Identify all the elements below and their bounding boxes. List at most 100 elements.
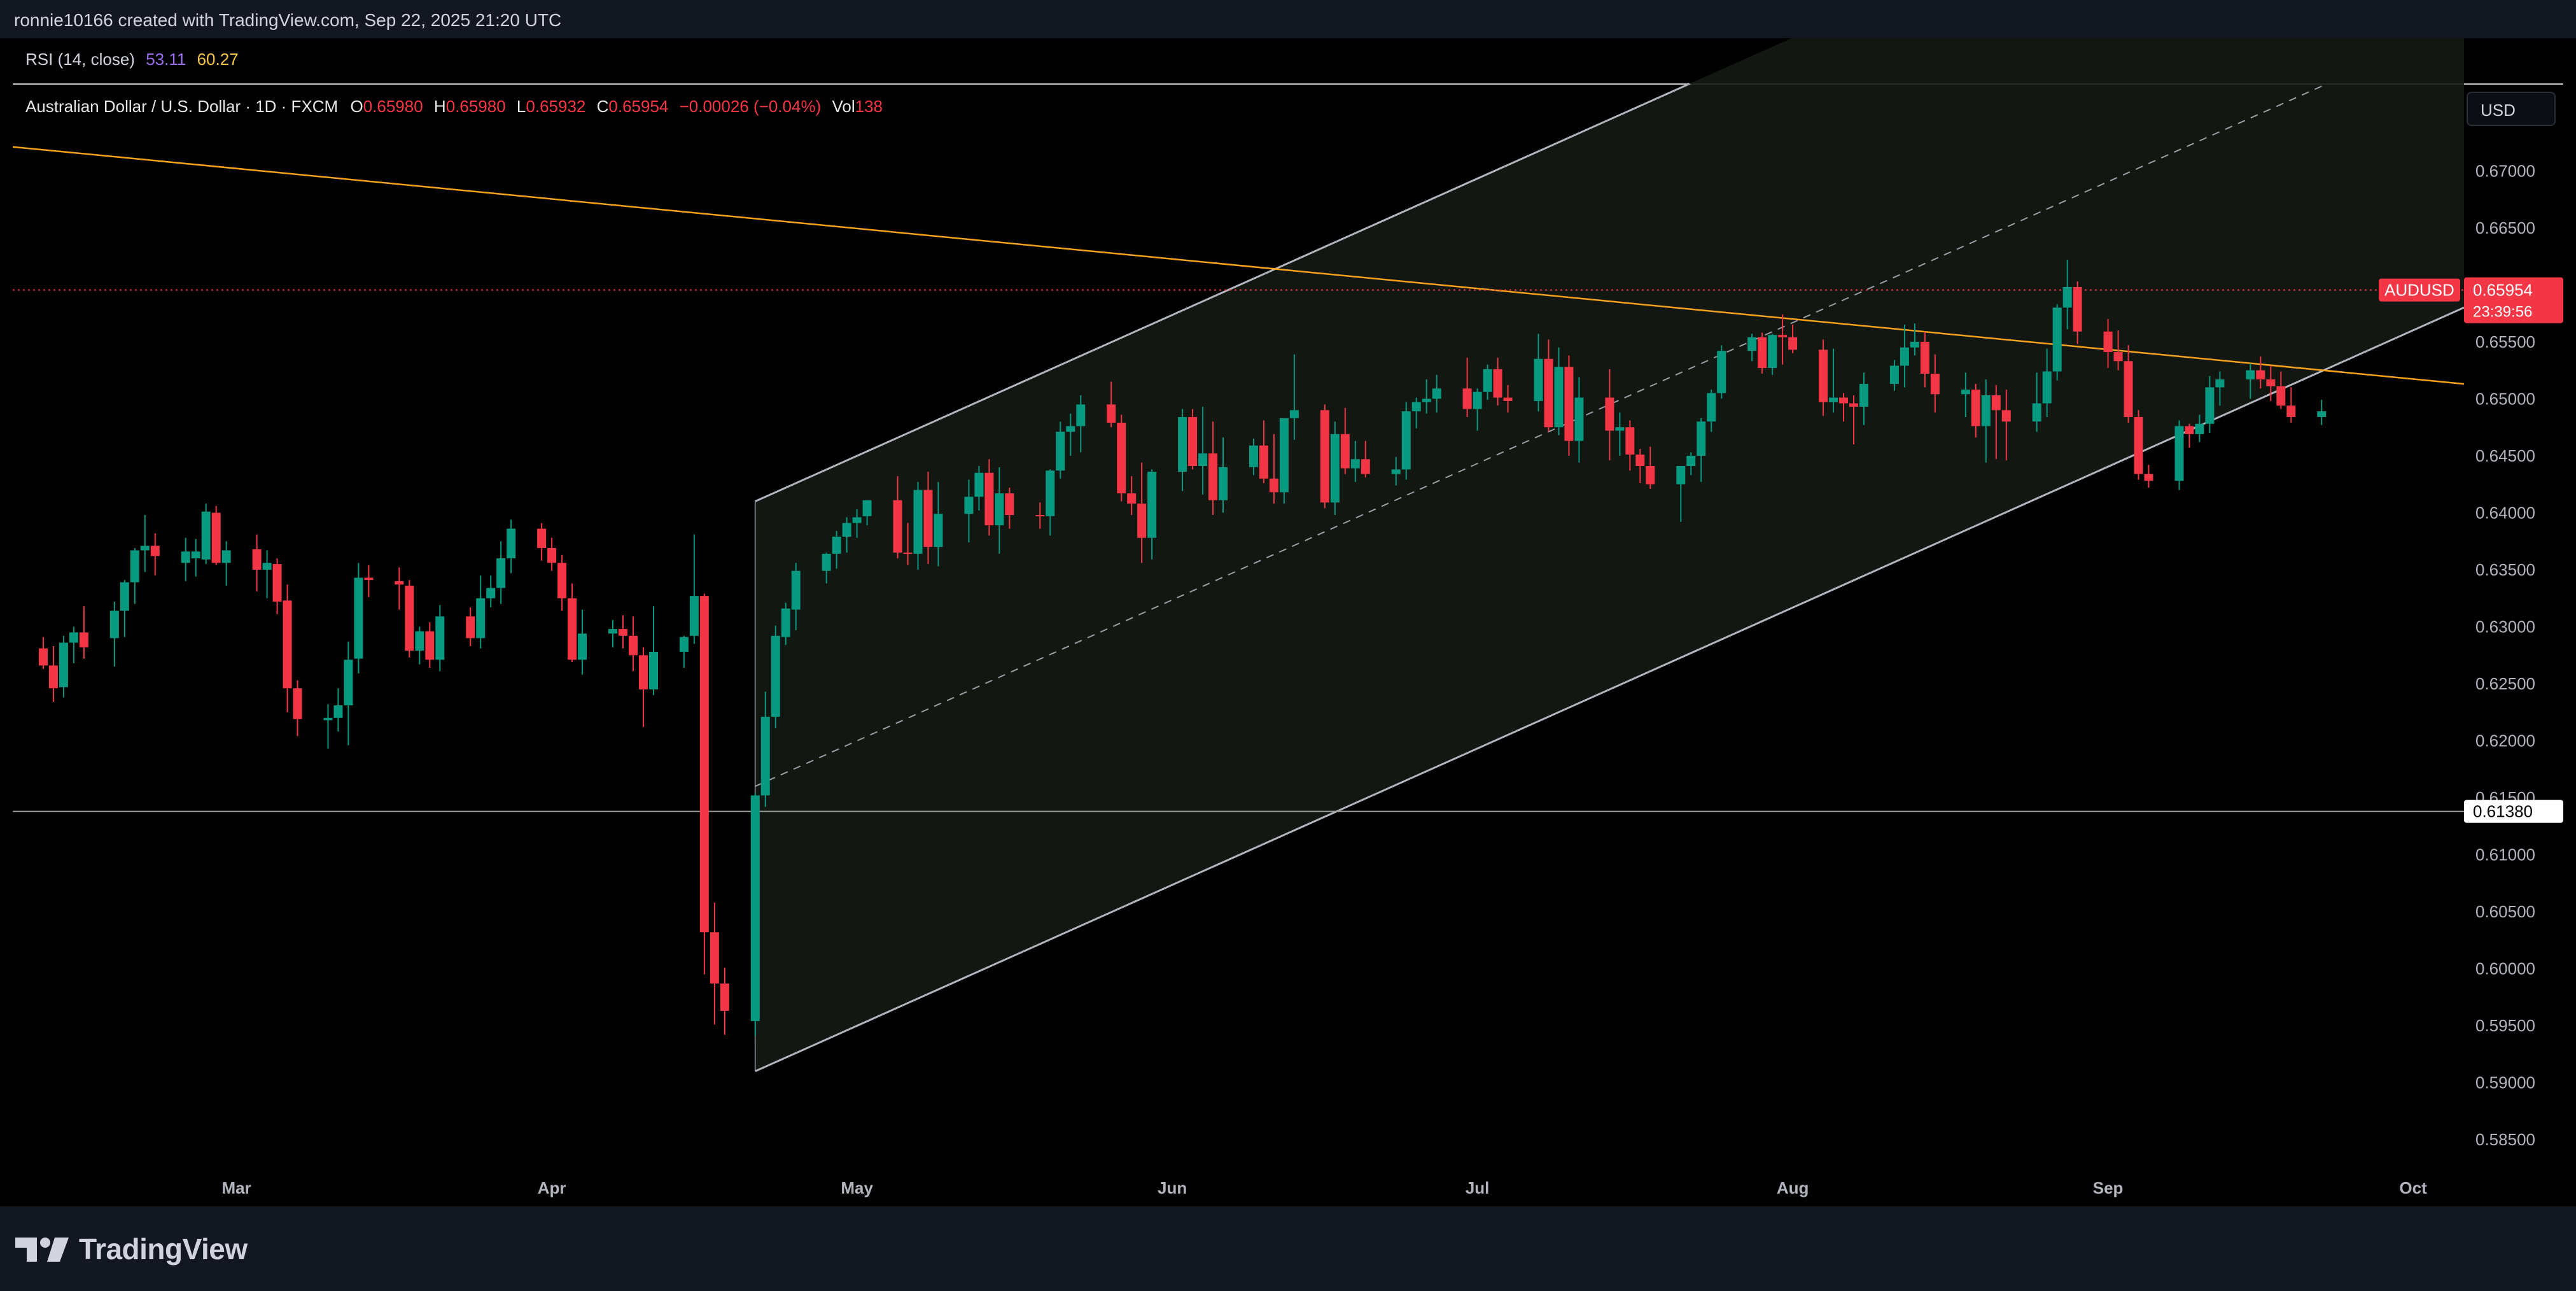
candle-body [1198,453,1208,467]
candle-body [1554,367,1564,428]
tradingview-logo[interactable]: TradingView [15,1232,248,1266]
y-tick-label: 0.59500 [2475,1016,2535,1035]
candle-body [344,660,353,706]
symbol-tag [2379,278,2460,302]
candle-body [1981,395,1991,427]
candle-body [2185,426,2194,434]
candle-body [120,582,129,611]
candle-body [1758,337,1767,369]
candle-body [109,610,119,638]
tradingview-logo-text: TradingView [79,1232,248,1266]
candle-body [1747,337,1757,351]
candle-body [293,688,302,719]
candle-body [628,635,638,656]
candle-body [364,577,374,581]
y-tick-label: 0.59000 [2475,1073,2535,1092]
candle-body [1005,493,1014,516]
candle-body [1289,410,1299,418]
candle-body [1107,404,1116,423]
candle-body [191,551,200,559]
candle-body [1930,374,1940,395]
y-tick-label: 0.63500 [2475,560,2535,579]
candle-body [69,632,78,643]
candle-body [2073,286,2082,332]
candle-body [852,517,862,523]
candle-body [323,717,333,721]
level-price-badge [2464,800,2563,823]
symbol-legend[interactable]: Australian Dollar / U.S. Dollar · 1D · F… [25,97,883,116]
y-tick-label: 0.67000 [2475,161,2535,180]
y-tick-label: 0.60500 [2475,902,2535,921]
candle-body [1615,427,1625,431]
candle-body [2042,371,2052,404]
close-label: C [596,97,609,116]
footer-bar: TradingView [0,1206,2576,1291]
candle-body [395,581,404,585]
candle-body [333,705,343,718]
candle-body [1249,445,1258,467]
candle-body [750,795,760,1022]
candle-body [496,558,506,588]
x-tick-label: Oct [2399,1178,2427,1197]
candle-body [2195,423,2204,434]
candle-body [1707,393,1716,422]
candle-body [1076,404,1086,427]
candle-body [1127,493,1137,504]
candle-body [1564,367,1574,441]
candle-body [1849,403,1858,407]
candle-body [781,608,790,637]
candle-body [1066,426,1075,432]
candle-body [2246,370,2255,379]
candle-body [720,983,729,1011]
candle-body [1859,384,1868,407]
candle-body [1920,341,1929,374]
last-price-badge [2464,277,2563,323]
currency-button[interactable]: USD [2467,92,2556,126]
candle-body [1778,335,1788,337]
candle-body [619,629,628,636]
channel-upper-line [755,84,1691,502]
candle-body [283,600,292,689]
channel-mid-line [755,84,2328,787]
candle-body [1259,445,1268,479]
candle-body [862,500,872,516]
candle-body [1035,515,1045,517]
candle-body [689,596,699,636]
candle-body [1991,395,2001,411]
chart-area[interactable]: 0.58500 0.59000 0.59500 0.60000 0.60500 0.610… [13,38,2563,1206]
candle-body [2144,474,2153,481]
candle-body [1188,417,1198,467]
candle-body [2256,370,2265,379]
x-tick-label: Jul [1466,1178,1490,1197]
candle-body [791,570,801,610]
y-tick-label: 0.64500 [2475,446,2535,465]
candle-body [1462,388,1472,409]
plot-group [13,84,2464,1073]
close-value: 0.65954 [608,97,669,116]
candle-body [140,546,150,551]
candle-body [1625,427,1635,455]
candle-body [2266,379,2276,386]
candle-body [221,550,231,563]
candle-body [974,472,984,497]
x-tick-label: Aug [1777,1178,1809,1197]
candle-body [648,651,658,689]
y-tick-label: 0.58500 [2475,1130,2535,1149]
candle-body [1046,470,1055,516]
candle-body [466,616,475,638]
indicator-value-2: 60.27 [197,50,239,69]
candle-body [1717,351,1726,393]
attribution-text: ronnie10166 created with TradingView.com… [14,10,562,30]
channel-fill [755,38,2464,1071]
candle-body [1961,390,1970,395]
candle-body [2205,387,2215,424]
candle-body [2276,386,2286,406]
candle-body [150,546,160,556]
candle-body [547,547,557,563]
candle-body [201,511,211,560]
level-price-text: 0.61380 [2473,802,2533,821]
indicator-legend[interactable]: RSI (14, close) 53.11 60.27 [25,50,239,69]
price-chart[interactable]: 0.58500 0.59000 0.59500 0.60000 0.60500 0.610… [13,38,2563,1206]
candle-body [38,648,48,666]
candle-body [252,549,262,570]
